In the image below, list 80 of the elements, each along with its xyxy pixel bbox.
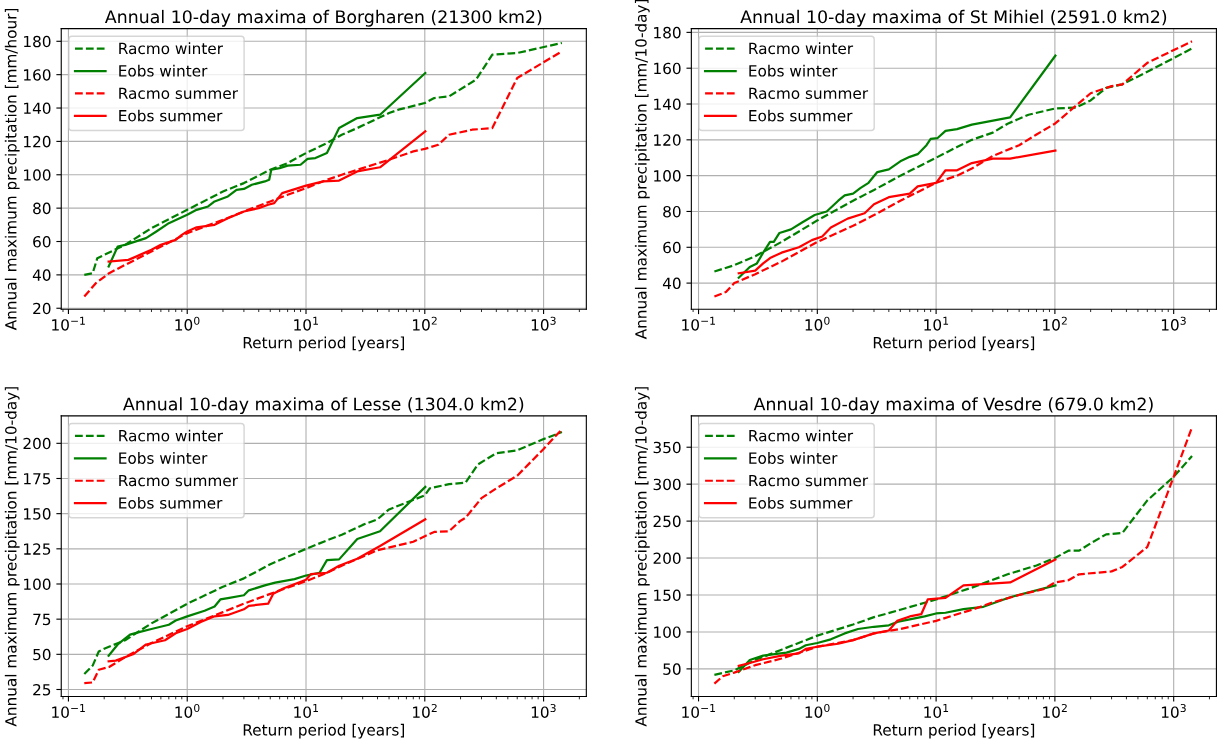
legend-label: Eobs summer [749, 496, 853, 509]
x-tick-label: 10$^{1}$ [294, 704, 318, 718]
y-tick-label: 180 [654, 26, 681, 39]
y-tick-label: 20 [33, 302, 51, 315]
legend-label: Eobs summer [119, 109, 223, 122]
x-axis-title: Return period [years] [243, 723, 404, 739]
x-tick-label: 10$^{0}$ [175, 703, 200, 718]
y-tick-label: 100 [24, 169, 51, 181]
chart-title: Annual 10-day maxima of Lesse (1304.0 km2) [123, 397, 524, 414]
legend-label: Eobs winter [119, 452, 208, 464]
y-tick-label: 40 [662, 277, 681, 290]
x-tick-label: 10$^{−1}$ [52, 316, 85, 331]
x-tick-label: 10$^{0}$ [175, 316, 200, 331]
y-tick-label: 200 [23, 437, 51, 450]
legend-label: Racmo summer [119, 474, 238, 487]
legend-label: Eobs winter [749, 452, 838, 464]
y-tick-label: 200 [653, 552, 681, 565]
y-tick-label: 120 [654, 134, 681, 146]
y-tick-label: 60 [33, 235, 51, 248]
y-tick-label: 160 [24, 69, 51, 81]
y-tick-label: 150 [24, 508, 51, 520]
y-axis-title: Annual maximum precipitation [mm/hour] [4, 8, 20, 331]
x-tick-label: 10$^{2}$ [1043, 703, 1067, 718]
y-tick-label: 40 [32, 269, 51, 281]
legend-label: Racmo summer [749, 474, 869, 487]
chart-title: Annual 10-day maxima of Borgharen (21300 km2) [104, 9, 542, 27]
x-tick-label: 10$^{3}$ [531, 703, 556, 718]
y-tick-label: 100 [654, 626, 681, 638]
y-tick-label: 25 [33, 683, 51, 696]
y-tick-label: 160 [654, 62, 681, 75]
legend-label: Racmo winter [749, 429, 854, 442]
x-tick-label: 10$^{2}$ [413, 703, 437, 718]
legend-label: Eobs summer [749, 109, 853, 122]
y-tick-label: 80 [663, 205, 681, 218]
chart-title: Annual 10-day maxima of Vesdre (679.0 km2) [753, 397, 1153, 414]
y-axis-title: Annual maximum precipitation [mm/10-day] [4, 387, 20, 727]
y-tick-label: 60 [663, 241, 681, 254]
y-tick-label: 50 [663, 663, 681, 675]
y-tick-label: 50 [33, 648, 51, 661]
x-axis-title: Return period [years] [243, 336, 404, 352]
y-tick-label: 180 [24, 35, 51, 48]
x-axis-title: Return period [years] [873, 723, 1035, 739]
x-axis-title: Return period [years] [873, 336, 1035, 352]
y-axis-title: Annual maximum precipitation [mm/10-day] [634, 0, 650, 340]
legend-label: Racmo winter [119, 429, 223, 442]
y-tick-label: 125 [24, 543, 51, 555]
x-tick-label: 10$^{2}$ [1043, 316, 1067, 331]
x-tick-label: 10$^{3}$ [1161, 703, 1186, 718]
x-tick-label: 10$^{3}$ [1161, 316, 1186, 331]
chart-title: Annual 10-day maxima of St Mihiel (2591.0 km2) [740, 9, 1167, 27]
x-tick-label: 10$^{−1}$ [682, 316, 715, 331]
x-tick-label: 10$^{1}$ [924, 316, 949, 331]
x-tick-label: 10$^{−1}$ [52, 704, 85, 718]
y-tick-label: 100 [24, 578, 51, 591]
y-tick-label: 120 [24, 135, 51, 148]
legend-label: Racmo winter [749, 42, 854, 55]
y-tick-label: 80 [33, 202, 51, 215]
legend-label: Racmo summer [119, 87, 238, 100]
x-tick-label: 10$^{3}$ [531, 316, 556, 331]
x-tick-label: 10$^{−1}$ [682, 704, 715, 718]
y-tick-label: 250 [653, 515, 681, 528]
y-axis-title: Annual maximum precipitation [mm/10-day] [634, 387, 650, 727]
x-tick-label: 10$^{0}$ [805, 703, 830, 718]
legend-label: Eobs summer [119, 496, 223, 509]
legend-label: Racmo winter [119, 42, 223, 55]
y-tick-label: 140 [24, 102, 51, 115]
legend-label: Racmo summer [749, 87, 869, 100]
y-tick-label: 75 [33, 613, 51, 626]
y-tick-label: 300 [653, 478, 681, 491]
x-tick-label: 10$^{2}$ [413, 316, 437, 331]
y-tick-label: 100 [654, 170, 681, 182]
legend-label: Eobs winter [749, 64, 838, 77]
legend-label: Eobs winter [119, 64, 208, 77]
y-tick-label: 350 [653, 441, 681, 454]
y-tick-label: 175 [24, 473, 51, 485]
x-tick-label: 10$^{0}$ [805, 316, 830, 331]
y-tick-label: 150 [654, 589, 681, 602]
x-tick-label: 10$^{1}$ [924, 704, 949, 718]
x-tick-label: 10$^{1}$ [294, 316, 318, 331]
y-tick-label: 140 [654, 98, 681, 111]
